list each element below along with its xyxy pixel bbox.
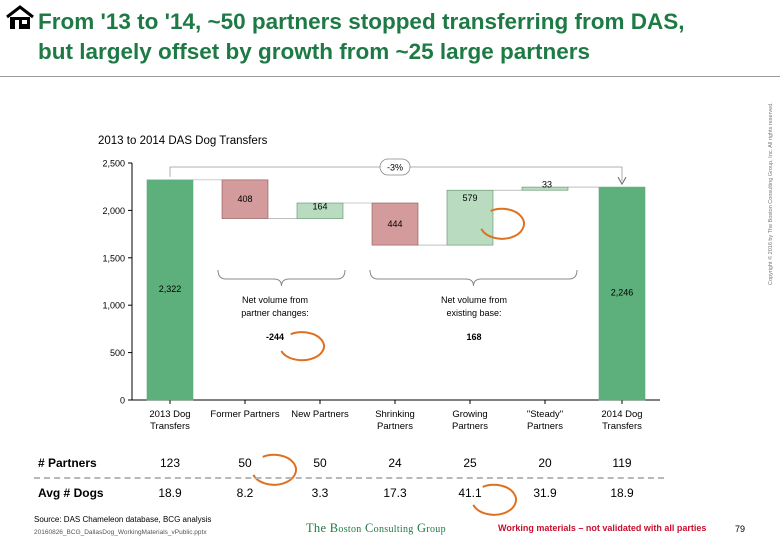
bar-4 (446, 189, 494, 246)
y-tick-label: 2,500 (102, 159, 125, 169)
bar-value-label: 444 (387, 219, 402, 229)
table-dashed-divider (34, 477, 664, 479)
bar-value-label: 164 (312, 201, 327, 211)
change-badge (379, 158, 411, 176)
bar-value-label: 33 (542, 180, 552, 190)
brace-existing-base (369, 269, 578, 287)
bar-6 (598, 186, 646, 401)
highlight-circle-former-partners (252, 453, 297, 486)
chart-title: 2013 to 2014 DAS Dog Transfers (98, 135, 268, 147)
avg-dogs-cell: 3.3 (311, 486, 329, 500)
bcg-logo: The Boston Consulting Group (306, 521, 446, 535)
change-arrowhead (617, 176, 627, 186)
bar-1 (221, 179, 269, 219)
category-label: Partners (452, 421, 488, 432)
bar-3 (371, 202, 419, 246)
bar-value-label: 579 (462, 193, 477, 203)
category-label: Partners (527, 421, 563, 432)
y-tick-label: 1,500 (102, 253, 125, 263)
page-title-line2: but largely offset by growth from ~25 la… (38, 39, 590, 64)
bar-value-label: 2,322 (159, 284, 182, 294)
bar-value-label: 2,246 (611, 288, 634, 298)
annotation-line1: Net volume from (242, 295, 308, 305)
page-number: 79 (735, 524, 746, 534)
avg-dogs-row-label: Avg # Dogs (38, 486, 104, 500)
title-divider (0, 76, 780, 77)
source-note: Source: DAS Chameleon database, BCG anal… (34, 515, 212, 524)
y-tick-label: 2,000 (102, 206, 125, 216)
avg-dogs-cell: 17.3 (383, 486, 407, 500)
category-label: Transfers (150, 421, 190, 432)
category-label: New Partners (291, 409, 349, 420)
annotation-value: -244 (266, 332, 284, 342)
category-label: "Steady" (527, 409, 563, 420)
bar-2 (296, 202, 344, 219)
y-tick-label: 1,000 (102, 301, 125, 311)
avg-dogs-cell: 18.9 (158, 486, 182, 500)
category-label: 2014 Dog (601, 409, 642, 420)
annotation-line2: partner changes: (241, 308, 309, 318)
working-materials-warning: Working materials – not validated with a… (498, 523, 707, 533)
partners-cell: 123 (159, 456, 181, 470)
category-label: Shrinking (375, 409, 415, 420)
highlight-circle-growing (480, 207, 525, 240)
highlight-circle-net-partner (280, 331, 325, 362)
change-badge-text: -3% (387, 163, 403, 173)
bar-0 (146, 179, 194, 401)
bar-value-label: 408 (237, 194, 252, 204)
bar-5 (521, 186, 569, 191)
category-label: Transfers (602, 421, 642, 432)
y-tick-label: 0 (120, 396, 125, 406)
partners-cell: 25 (463, 456, 477, 470)
partners-cell: 50 (313, 456, 327, 470)
highlight-circle-avg-growing (472, 483, 517, 516)
avg-dogs-cell: 18.9 (610, 486, 634, 500)
partners-cell: 50 (238, 456, 252, 470)
file-name: 20160826_BCG_DallasDog_WorkingMaterials_… (34, 529, 207, 536)
avg-dogs-cell: 31.9 (533, 486, 557, 500)
house-logo-icon (4, 4, 36, 37)
category-label: Growing (452, 409, 487, 420)
partners-row-label: # Partners (38, 456, 97, 470)
partners-cell: 20 (538, 456, 552, 470)
annotation-line1: Net volume from (441, 295, 507, 305)
category-label: Former Partners (210, 409, 279, 420)
annotation-value: 168 (466, 332, 481, 342)
avg-dogs-cell: 8.2 (236, 486, 254, 500)
copyright-notice: Copyright © 2016 by The Boston Consultin… (768, 102, 774, 285)
category-label: Partners (377, 421, 413, 432)
avg-dogs-cell: 41.1 (458, 486, 482, 500)
partners-cell: 24 (388, 456, 402, 470)
category-label: 2013 Dog (149, 409, 190, 420)
brace-partner-changes (217, 269, 346, 287)
annotation-line2: existing base: (446, 308, 501, 318)
page-title-line1: From '13 to '14, ~50 partners stopped tr… (38, 9, 685, 34)
partners-cell: 119 (612, 456, 632, 470)
y-tick-label: 500 (110, 348, 125, 358)
